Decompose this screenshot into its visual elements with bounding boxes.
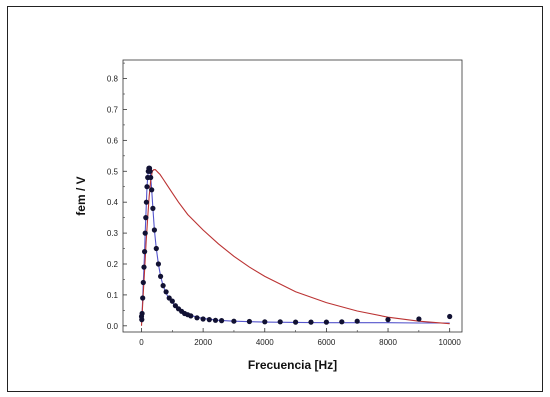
y-tick-label: 0.3 (107, 229, 119, 238)
data-point (447, 313, 453, 320)
data-point (188, 313, 194, 319)
data-points (138, 165, 453, 325)
data-point (354, 318, 360, 324)
data-point (194, 315, 200, 321)
x-tick-label: 8000 (379, 338, 397, 347)
data-point (151, 227, 157, 233)
data-point (148, 174, 154, 181)
data-point (277, 319, 283, 325)
data-point (169, 298, 175, 304)
data-point (293, 319, 299, 325)
data-point (140, 295, 146, 301)
data-point (160, 283, 166, 289)
y-tick-label: 0.2 (107, 260, 119, 269)
y-tick-label: 0.8 (107, 75, 119, 84)
y-tick-label: 0.5 (107, 167, 119, 176)
data-point (339, 319, 345, 325)
x-axis: 0 2000 4000 6000 8000 10000 (139, 328, 461, 347)
data-point (212, 317, 219, 323)
x-tick-label: 2000 (194, 338, 212, 347)
x-tick-label: 6000 (318, 338, 336, 347)
data-point (158, 273, 164, 279)
data-point (219, 318, 225, 324)
fit-curve-2 (140, 169, 450, 326)
data-point (139, 317, 145, 323)
data-point (206, 317, 212, 323)
y-axis: 0.0 0.1 0.2 0.3 0.4 0.5 0.6 0.7 0.8 (107, 62, 127, 331)
data-point (144, 184, 150, 190)
data-point (150, 205, 156, 211)
x-tick-label: 4000 (256, 338, 274, 347)
y-tick-label: 0.6 (107, 136, 119, 145)
y-axis-title: fem / V (74, 176, 88, 215)
data-point (385, 317, 391, 323)
data-point (140, 279, 146, 286)
data-point (155, 261, 161, 267)
data-point (308, 319, 314, 325)
y-tick-label: 0.1 (107, 291, 119, 300)
data-point (143, 215, 149, 221)
data-point (139, 310, 145, 317)
fit-curves (140, 167, 450, 326)
x-tick-label: 10000 (439, 338, 462, 347)
data-point (163, 289, 169, 295)
data-point (262, 319, 268, 325)
x-axis-title: Frecuencia [Hz] (248, 358, 337, 372)
data-point (246, 318, 252, 325)
data-point (200, 316, 206, 322)
data-point (142, 249, 148, 255)
y-tick-label: 0.7 (107, 105, 119, 114)
chart-frame (7, 6, 543, 392)
y-tick-label: 0.0 (107, 322, 119, 331)
data-point (143, 199, 149, 205)
data-point (231, 318, 237, 324)
plot-area (122, 59, 463, 333)
y-tick-label: 0.4 (107, 198, 119, 207)
data-point (149, 187, 155, 193)
data-point (153, 245, 159, 252)
data-point (141, 264, 147, 270)
fit-curve-1 (140, 167, 450, 324)
data-point (416, 316, 422, 322)
data-point (142, 230, 148, 236)
data-point (323, 319, 329, 325)
x-tick-label: 0 (139, 338, 144, 347)
data-point (147, 168, 153, 174)
